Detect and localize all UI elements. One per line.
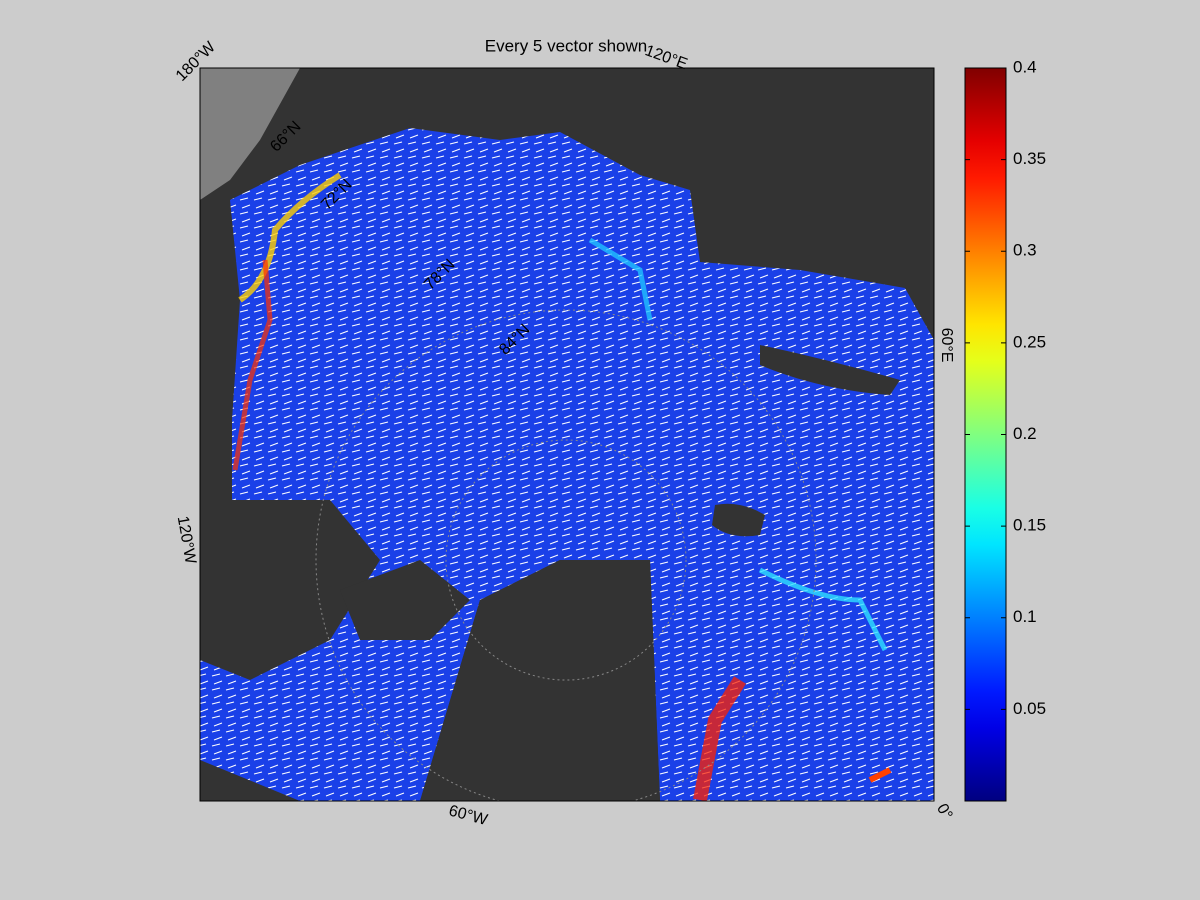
map	[200, 68, 934, 801]
colorbar-tick-label: 0.2	[1013, 424, 1037, 443]
lon-label: 0°	[933, 801, 955, 823]
archipelago	[340, 560, 470, 640]
colorbar-tick-label: 0.25	[1013, 332, 1046, 351]
colorbar-tick-label: 0.3	[1013, 241, 1037, 260]
current	[588, 237, 653, 321]
current	[232, 259, 273, 471]
colorbar-tick-label: 0.35	[1013, 149, 1046, 168]
graticule	[315, 309, 817, 801]
map-title: Every 5 vector shown	[485, 36, 648, 55]
current	[758, 567, 888, 652]
island	[760, 345, 900, 395]
shelf	[200, 68, 300, 200]
lon-label: 60°E	[938, 328, 955, 363]
current	[238, 172, 342, 303]
map-frame	[199, 67, 935, 802]
current	[868, 767, 892, 783]
colorbar-tick-label: 0.4	[1013, 57, 1037, 76]
colorbar-tick-label: 0.05	[1013, 699, 1046, 718]
colorbar-tick-label: 0.1	[1013, 607, 1037, 626]
colorbar-tick-label: 0.15	[1013, 516, 1046, 535]
island	[712, 503, 765, 537]
current	[693, 676, 746, 801]
graticule	[445, 439, 687, 681]
greenland	[420, 560, 660, 801]
colorbar	[964, 67, 1007, 802]
archipelago	[200, 500, 380, 680]
